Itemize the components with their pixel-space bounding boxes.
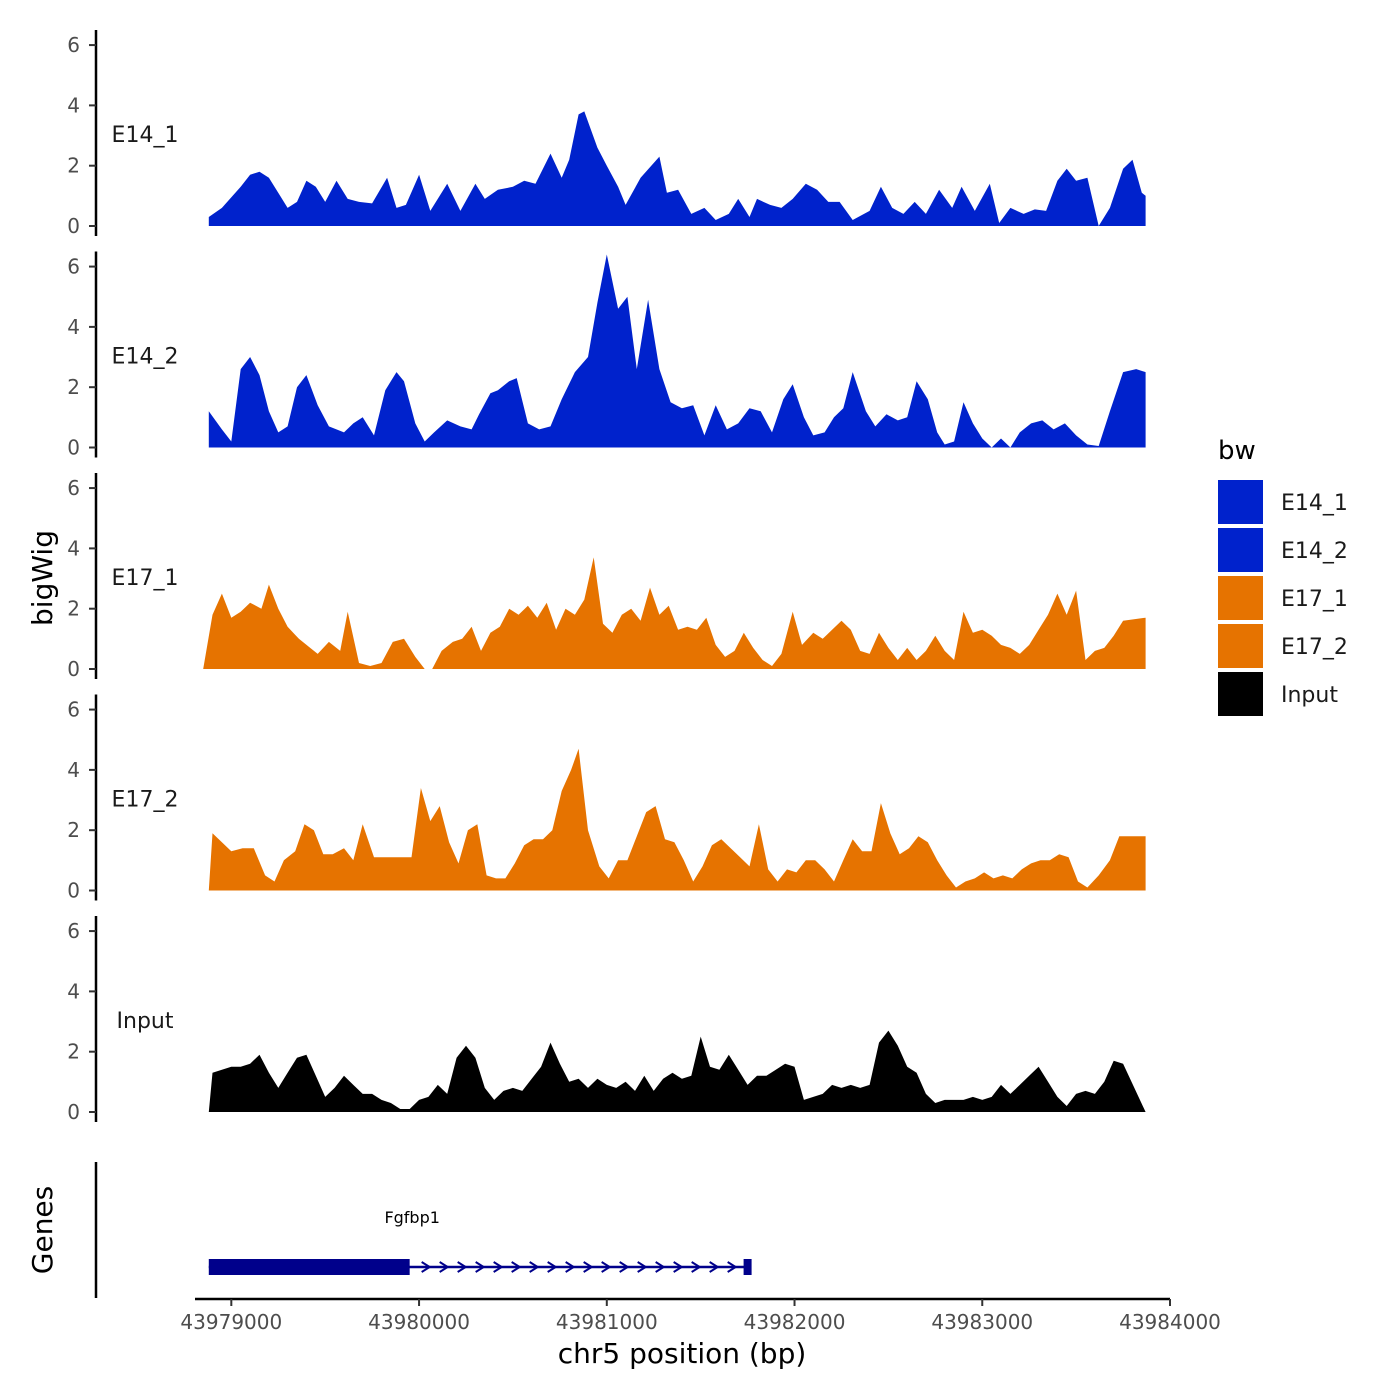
- y-axis-title: bigWig: [26, 530, 59, 626]
- y-tick-label: 4: [67, 758, 80, 782]
- y-tick-label: 2: [67, 818, 80, 842]
- track-label-E14_1: E14_1: [112, 123, 179, 148]
- track-label-E17_1: E17_1: [112, 566, 179, 591]
- y-tick-label: 2: [67, 375, 80, 399]
- legend-item-E14_1: E14_1: [1218, 480, 1348, 524]
- signal-tracks: 0 2 4 6 E14_1 0 2 4 6 E14_2 0 2 4 6 E17_1 0 2 4 6 E17_2 0 2 4 6…: [67, 30, 1146, 1124]
- strand-chevron: [493, 1261, 504, 1273]
- gene-exon-block: [208, 1259, 410, 1275]
- legend-item-E17_1: E17_1: [1218, 576, 1348, 620]
- y-tick-label: 4: [67, 536, 80, 560]
- x-tick-label: 43984000: [1119, 1310, 1221, 1334]
- y-tick-label: 4: [67, 315, 80, 339]
- signal-area-E14_1: [208, 111, 1146, 226]
- legend-swatch: [1218, 480, 1263, 524]
- track-label-E14_2: E14_2: [112, 345, 179, 370]
- signal-area-E17_2: [208, 748, 1146, 891]
- legend-label: E17_2: [1281, 635, 1348, 660]
- strand-chevron: [637, 1261, 648, 1273]
- strand-chevron: [565, 1261, 576, 1273]
- y-tick-label: 6: [67, 255, 80, 279]
- legend-title: bw: [1218, 436, 1256, 466]
- y-tick-label: 0: [67, 436, 80, 460]
- y-tick-label: 6: [67, 476, 80, 500]
- x-axis: 43979000 43980000 43981000 43982000 43983000…: [180, 1297, 1221, 1370]
- y-tick-label: 0: [67, 879, 80, 903]
- strand-chevron: [619, 1261, 630, 1273]
- signal-area-E14_2: [208, 254, 1146, 448]
- signal-area-Input: [208, 1030, 1146, 1112]
- track-E14_2: 0 2 4 6 E14_2: [67, 251, 1146, 460]
- strand-chevron: [601, 1261, 612, 1273]
- strand-chevron: [691, 1261, 702, 1273]
- strand-chevron: [673, 1261, 684, 1273]
- y-tick-label: 4: [67, 93, 80, 117]
- y-tick-label: 0: [67, 657, 80, 681]
- strand-chevron: [511, 1261, 522, 1273]
- y-tick-label: 2: [67, 154, 80, 178]
- y-tick-label: 4: [67, 979, 80, 1003]
- x-tick-label: 43981000: [556, 1310, 658, 1334]
- track-E17_2: 0 2 4 6 E17_2: [67, 694, 1146, 903]
- legend-swatch: [1218, 528, 1263, 572]
- legend-item-Input: Input: [1218, 672, 1338, 716]
- y-tick-label: 0: [67, 214, 80, 238]
- gene-end-exon: [743, 1259, 752, 1275]
- y-tick-label: 0: [67, 1100, 80, 1124]
- y-tick-label: 2: [67, 597, 80, 621]
- strand-chevron: [475, 1261, 486, 1273]
- strand-chevron: [655, 1261, 666, 1273]
- legend-label: E14_1: [1281, 491, 1348, 516]
- y-tick-label: 6: [67, 698, 80, 722]
- strand-chevron: [547, 1261, 558, 1273]
- strand-chevron: [529, 1261, 540, 1273]
- legend-item-E17_2: E17_2: [1218, 624, 1348, 668]
- strand-chevron: [457, 1261, 468, 1273]
- track-label-E17_2: E17_2: [112, 788, 179, 813]
- legend-item-E14_2: E14_2: [1218, 528, 1348, 572]
- track-Input: 0 2 4 6 Input: [67, 916, 1146, 1124]
- y-tick-label: 2: [67, 1040, 80, 1064]
- x-axis-ticks: 43979000 43980000 43981000 43982000 43983000…: [180, 1299, 1221, 1334]
- legend-label: Input: [1281, 683, 1338, 708]
- track-E17_1: 0 2 4 6 E17_1: [67, 473, 1146, 681]
- legend-swatch: [1218, 624, 1263, 668]
- track-E14_1: 0 2 4 6 E14_1: [67, 30, 1146, 238]
- gene-name-label: Fgfbp1: [384, 1208, 439, 1227]
- legend: bw E14_1 E14_2 E17_1 E17_2 Input: [1218, 436, 1348, 716]
- gene-Fgfbp1: Fgfbp1: [208, 1208, 752, 1275]
- legend-label: E17_1: [1281, 587, 1348, 612]
- gene-models: Fgfbp1: [208, 1208, 752, 1275]
- legend-swatch: [1218, 576, 1263, 620]
- legend-label: E14_2: [1281, 539, 1348, 564]
- y-tick-label: 6: [67, 33, 80, 57]
- y-tick-label: 6: [67, 919, 80, 943]
- track-label-Input: Input: [117, 1009, 174, 1034]
- x-axis-title: chr5 position (bp): [558, 1337, 807, 1370]
- legend-items: E14_1 E14_2 E17_1 E17_2 Input: [1218, 480, 1348, 716]
- strand-chevron: [709, 1261, 720, 1273]
- strand-chevron: [421, 1261, 432, 1273]
- signal-area-E17_1: [203, 557, 1146, 669]
- x-tick-label: 43979000: [180, 1310, 282, 1334]
- x-tick-label: 43983000: [931, 1310, 1033, 1334]
- strand-chevron: [727, 1261, 738, 1273]
- genes-track-label: Genes: [26, 1186, 59, 1274]
- x-tick-label: 43982000: [744, 1310, 846, 1334]
- x-tick-label: 43980000: [368, 1310, 470, 1334]
- strand-chevron: [583, 1261, 594, 1273]
- legend-swatch: [1218, 672, 1263, 716]
- genes-track: Genes Fgfbp1: [26, 1162, 752, 1298]
- strand-chevron: [439, 1261, 450, 1273]
